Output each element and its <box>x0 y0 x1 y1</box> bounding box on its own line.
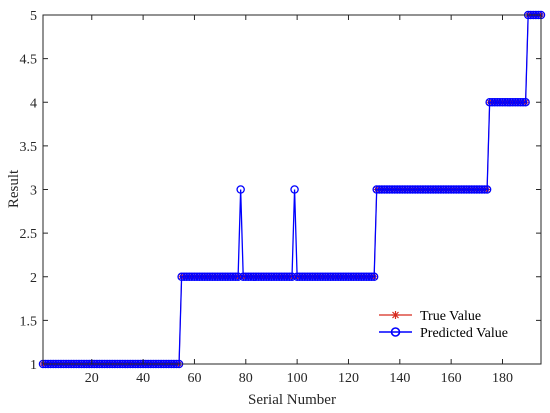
legend-pred-marker <box>390 327 401 337</box>
x-tick-label: 120 <box>338 371 359 386</box>
predicted-value-point <box>480 185 489 194</box>
predicted-value-point <box>228 272 238 281</box>
x-axis: 20 40 60 80 100 120 140 160 180 <box>85 15 513 386</box>
legend: True Value Predicted Value <box>373 305 533 343</box>
y-axis-label: Result <box>6 169 22 208</box>
x-tick-label: 100 <box>287 371 308 386</box>
predicted-value-point <box>367 272 376 281</box>
y-tick-label: 3.5 <box>20 140 38 155</box>
y-tick-label: 1 <box>30 358 37 373</box>
y-tick-label: 4.5 <box>20 53 38 68</box>
x-axis-label: Serial Number <box>248 392 336 408</box>
x-tick-label: 180 <box>492 371 513 386</box>
x-tick-label: 160 <box>441 371 462 386</box>
predicted-value-point <box>282 272 292 281</box>
x-tick-label: 40 <box>136 371 150 386</box>
legend-box <box>373 305 533 343</box>
legend-pred-label: Predicted Value <box>420 326 508 341</box>
predicted-value-point <box>290 185 299 194</box>
y-tick-label: 3 <box>30 184 37 199</box>
predicted-value-point <box>369 272 379 281</box>
y-tick-label: 5 <box>30 9 37 24</box>
x-tick-label: 20 <box>85 371 99 386</box>
y-tick-label: 2 <box>30 271 37 286</box>
y-axis: 1 1.5 2 2.5 3 3.5 4 4.5 5 <box>20 9 541 373</box>
series-predicted-value <box>38 10 546 369</box>
x-tick-label: 140 <box>389 371 410 386</box>
predicted-value-point <box>482 185 492 194</box>
y-tick-label: 4 <box>30 96 37 111</box>
predicted-value-point <box>364 272 374 281</box>
predicted-value-point <box>477 185 487 194</box>
predicted-value-point <box>516 98 525 107</box>
x-tick-label: 80 <box>239 371 253 386</box>
predicted-value-point <box>236 185 245 194</box>
predicted-value-point <box>518 98 528 107</box>
x-tick-label: 60 <box>187 371 201 386</box>
y-tick-label: 2.5 <box>20 227 38 242</box>
y-tick-label: 1.5 <box>20 314 38 329</box>
legend-true-marker <box>391 311 400 319</box>
predicted-value-point <box>521 98 530 107</box>
legend-true-label: True Value <box>420 309 481 324</box>
